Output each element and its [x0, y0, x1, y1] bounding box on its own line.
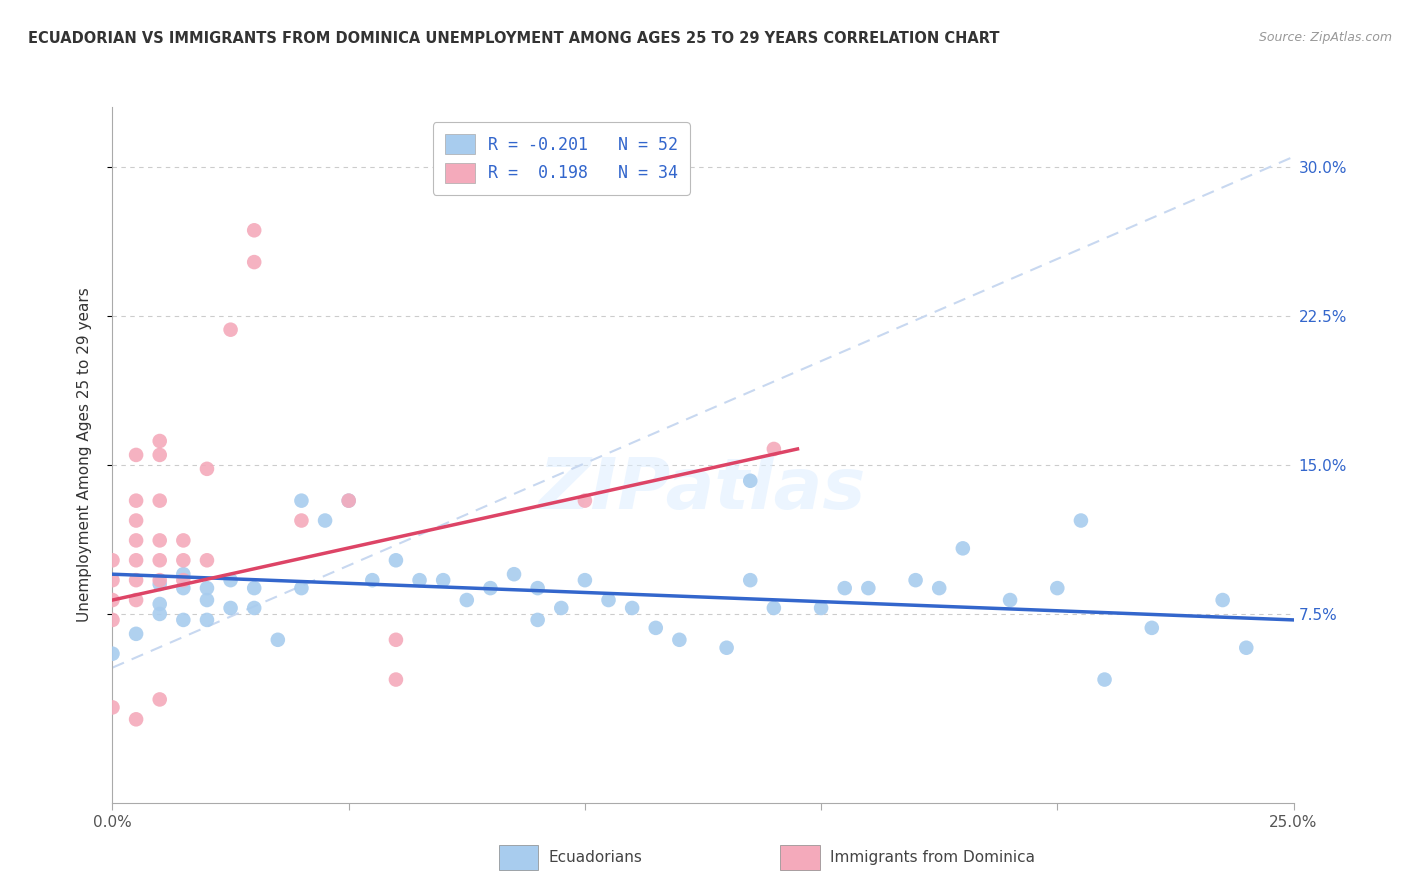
Legend: R = -0.201   N = 52, R =  0.198   N = 34: R = -0.201 N = 52, R = 0.198 N = 34 [433, 122, 689, 194]
Point [219, 601, 242, 615]
Point [219, 323, 242, 337]
Point [149, 577, 172, 591]
Point [574, 493, 596, 508]
Point [1094, 673, 1116, 687]
Point [574, 573, 596, 587]
Point [125, 712, 148, 726]
Point [267, 632, 290, 647]
Point [385, 632, 408, 647]
Point [762, 601, 785, 615]
Point [125, 593, 148, 607]
Point [149, 607, 172, 621]
Point [740, 573, 762, 587]
Point [479, 581, 502, 595]
Point [149, 533, 172, 548]
Point [337, 493, 360, 508]
Point [762, 442, 785, 456]
Point [195, 593, 218, 607]
Point [644, 621, 666, 635]
Point [456, 593, 478, 607]
Point [125, 493, 148, 508]
Point [361, 573, 384, 587]
Point [195, 462, 218, 476]
Point [172, 533, 194, 548]
Point [195, 613, 218, 627]
Point [337, 493, 360, 508]
Point [810, 601, 832, 615]
Point [172, 581, 194, 595]
Point [125, 627, 148, 641]
Point [172, 553, 194, 567]
Point [432, 573, 454, 587]
Point [195, 553, 218, 567]
Point [668, 632, 690, 647]
Point [149, 597, 172, 611]
Point [716, 640, 738, 655]
Point [172, 567, 194, 582]
Point [904, 573, 927, 587]
Point [101, 553, 124, 567]
Point [149, 493, 172, 508]
Point [598, 593, 620, 607]
Point [101, 700, 124, 714]
Point [172, 613, 194, 627]
Point [503, 567, 526, 582]
Point [858, 581, 880, 595]
Point [101, 593, 124, 607]
Point [195, 581, 218, 595]
Point [385, 553, 408, 567]
Point [172, 573, 194, 587]
Point [290, 493, 312, 508]
Point [149, 553, 172, 567]
Point [149, 692, 172, 706]
Point [149, 434, 172, 448]
Point [998, 593, 1021, 607]
Point [125, 553, 148, 567]
Text: ECUADORIAN VS IMMIGRANTS FROM DOMINICA UNEMPLOYMENT AMONG AGES 25 TO 29 YEARS CO: ECUADORIAN VS IMMIGRANTS FROM DOMINICA U… [28, 31, 1000, 46]
Point [1046, 581, 1069, 595]
Point [1234, 640, 1257, 655]
Point [149, 448, 172, 462]
Point [408, 573, 430, 587]
Point [834, 581, 856, 595]
Point [125, 533, 148, 548]
Point [219, 573, 242, 587]
Point [243, 581, 266, 595]
Point [101, 613, 124, 627]
Point [149, 573, 172, 587]
Point [125, 573, 148, 587]
Point [621, 601, 644, 615]
Point [1140, 621, 1163, 635]
Point [314, 514, 336, 528]
Text: Source: ZipAtlas.com: Source: ZipAtlas.com [1258, 31, 1392, 45]
Point [243, 223, 266, 237]
Point [290, 514, 312, 528]
Point [928, 581, 950, 595]
Point [243, 601, 266, 615]
Point [1070, 514, 1092, 528]
Point [101, 573, 124, 587]
Text: ZIPatlas: ZIPatlas [540, 455, 866, 524]
Text: Ecuadorians: Ecuadorians [548, 850, 643, 864]
Point [740, 474, 762, 488]
Point [125, 514, 148, 528]
Point [526, 581, 548, 595]
Point [952, 541, 974, 556]
Point [290, 581, 312, 595]
Point [385, 673, 408, 687]
Text: Immigrants from Dominica: Immigrants from Dominica [830, 850, 1035, 864]
Y-axis label: Unemployment Among Ages 25 to 29 years: Unemployment Among Ages 25 to 29 years [77, 287, 91, 623]
Point [526, 613, 548, 627]
Point [101, 647, 124, 661]
Point [243, 255, 266, 269]
Point [125, 448, 148, 462]
Point [1212, 593, 1234, 607]
Point [550, 601, 572, 615]
